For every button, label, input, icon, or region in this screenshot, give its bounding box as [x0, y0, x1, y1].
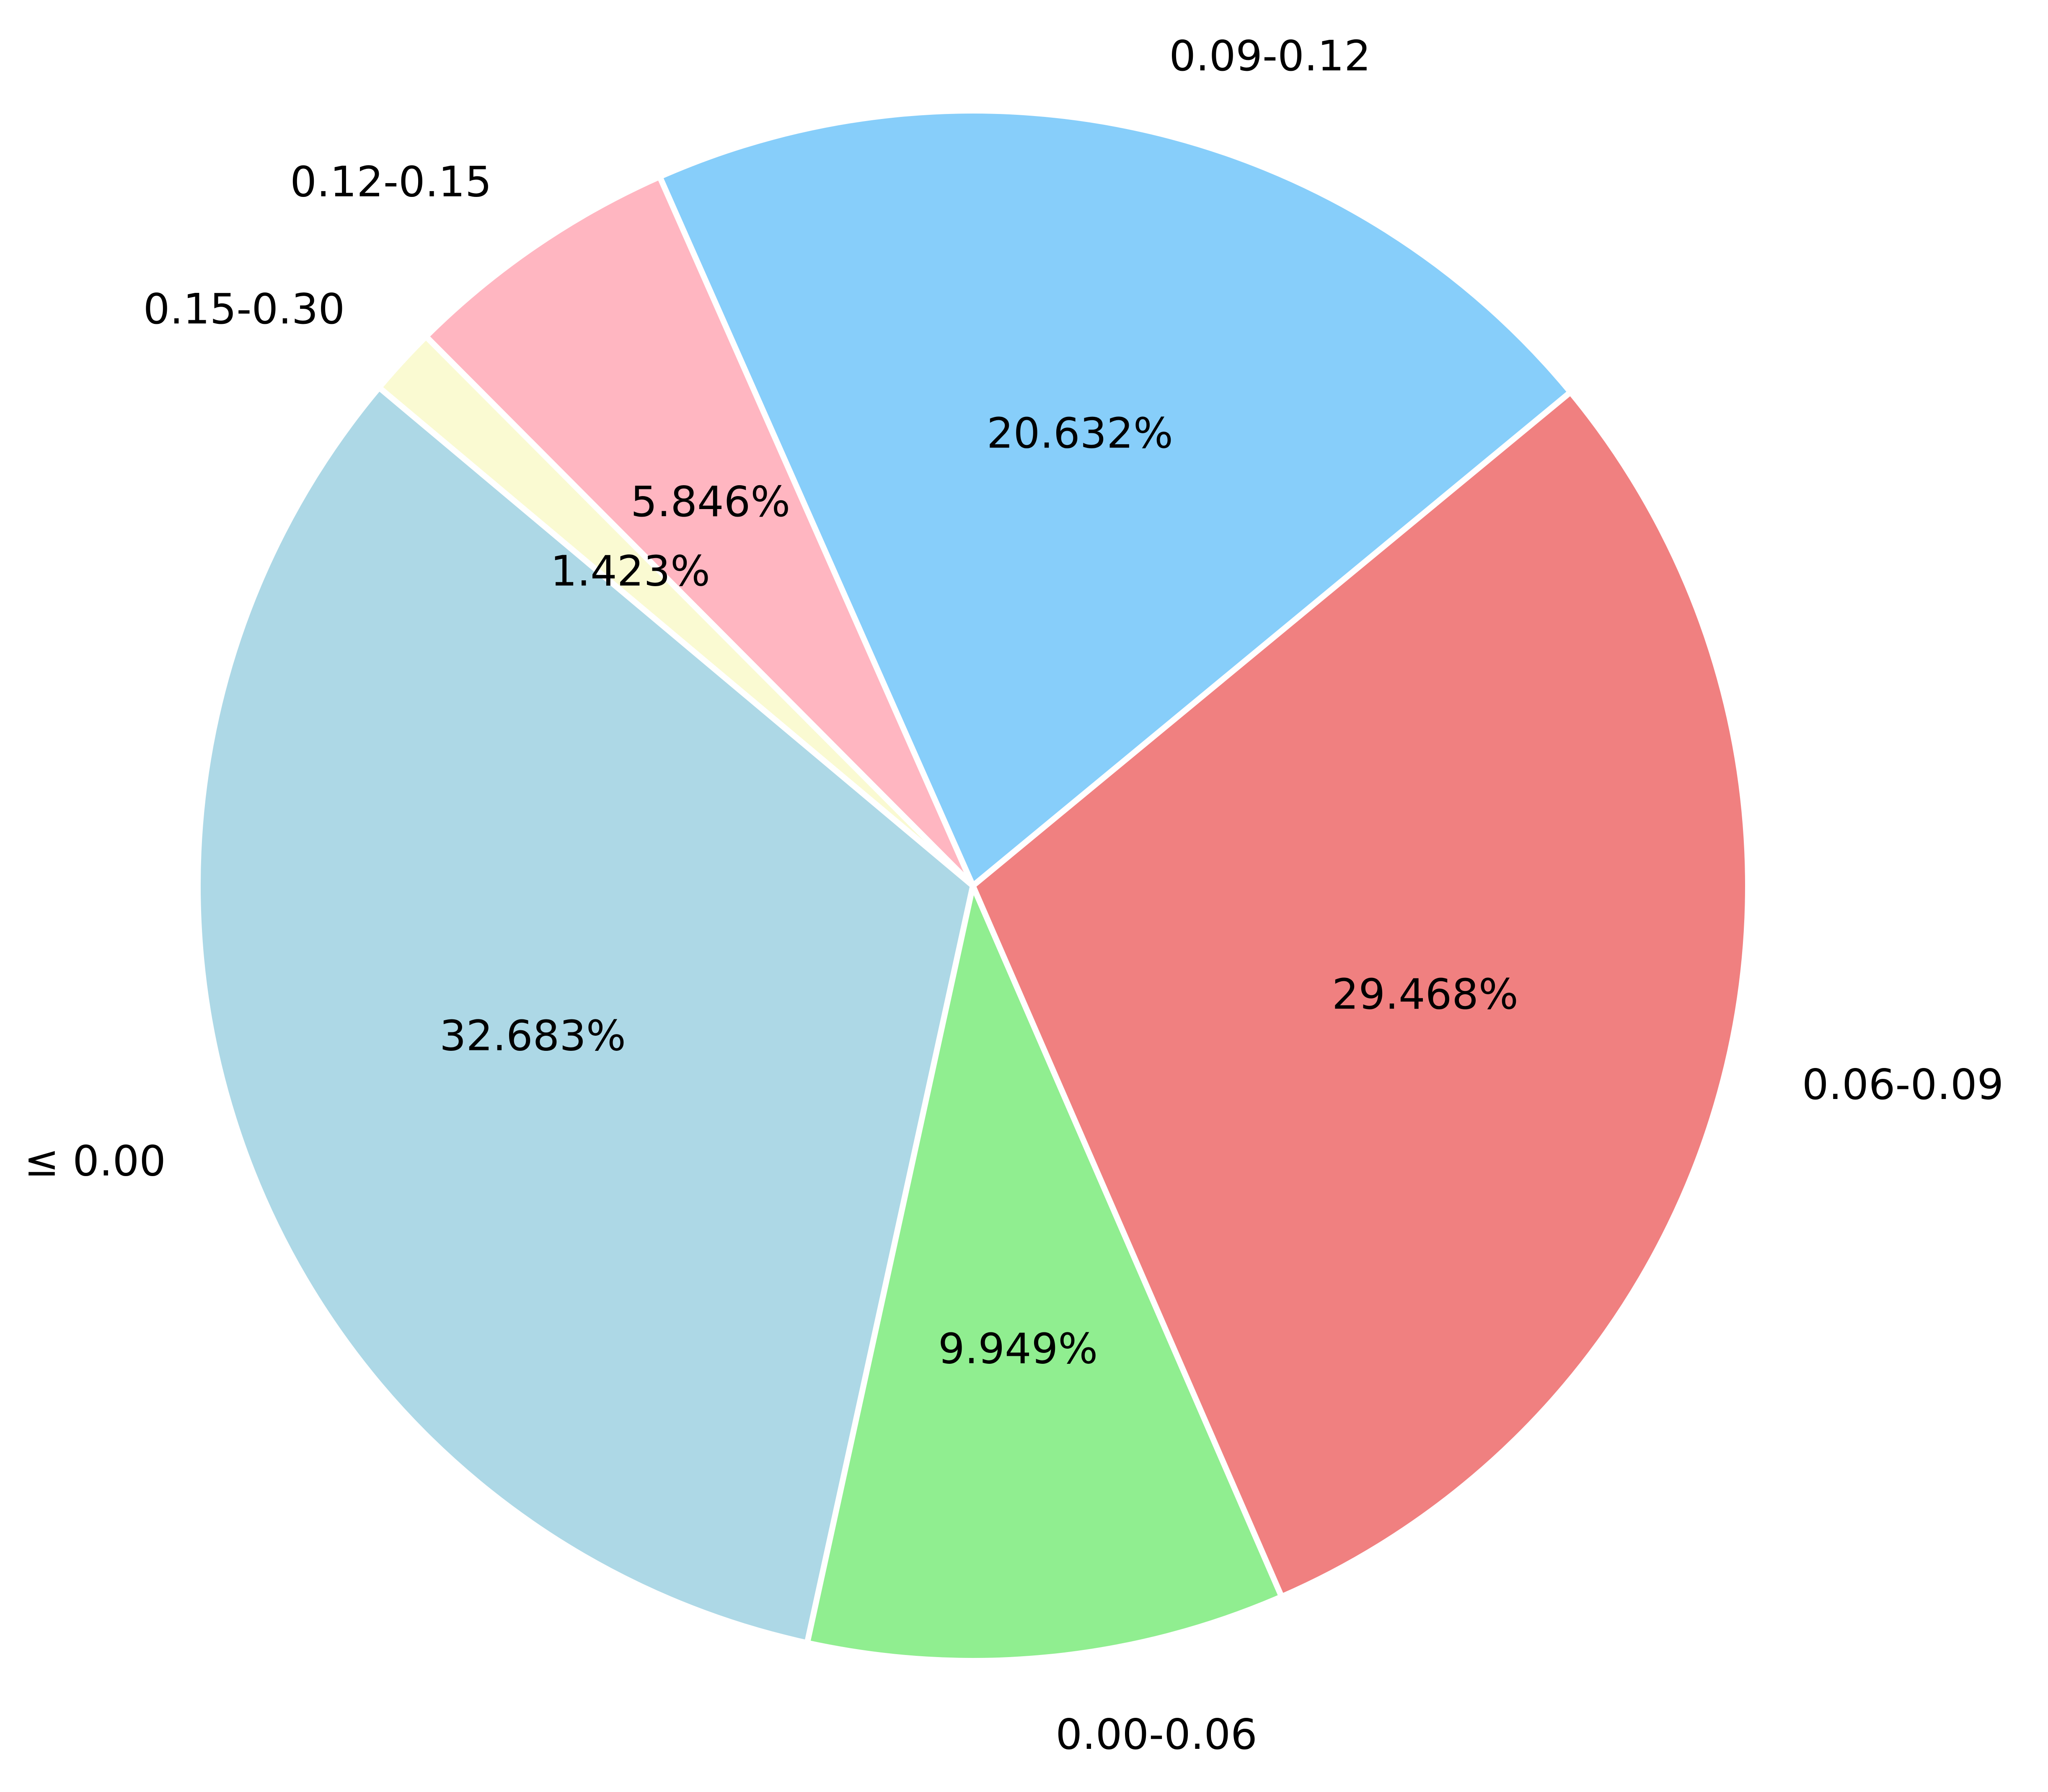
category-label-0-06-0-09: 0.06-0.09 [1802, 1060, 2004, 1109]
pct-label-0-12-0-15: 5.846% [631, 477, 790, 526]
labels-layer: 32.683% ≤ 0.00 9.949% 0.00-0.06 29.468% 0.06-… [24, 31, 2004, 1759]
pie-slice-0-00-0-06 [804, 883, 1285, 1664]
category-label-0-12-0-15: 0.12-0.15 [290, 157, 491, 206]
category-label-0-15-0-30: 0.15-0.30 [143, 284, 345, 334]
pie-slice-0-12-0-15 [423, 173, 976, 889]
pct-label-le-0-00: 32.683% [440, 1011, 626, 1060]
category-label-le-0-00: ≤ 0.00 [24, 1136, 166, 1185]
pie-slice-0-06-0-09 [970, 389, 1751, 1600]
pct-label-0-09-0-12: 20.632% [987, 409, 1173, 458]
category-label-0-09-0-12: 0.09-0.12 [1169, 31, 1371, 80]
category-label-0-00-0-06: 0.00-0.06 [1055, 1710, 1257, 1759]
slices-layer [195, 108, 1751, 1664]
pct-label-0-00-0-06: 9.949% [938, 1324, 1098, 1373]
pct-label-0-06-0-09: 29.468% [1332, 970, 1518, 1019]
pct-label-0-15-0-30: 1.423% [551, 547, 710, 596]
pie-slice-le-0-00 [195, 384, 976, 1646]
pie-slice-0-15-0-30 [376, 334, 976, 889]
